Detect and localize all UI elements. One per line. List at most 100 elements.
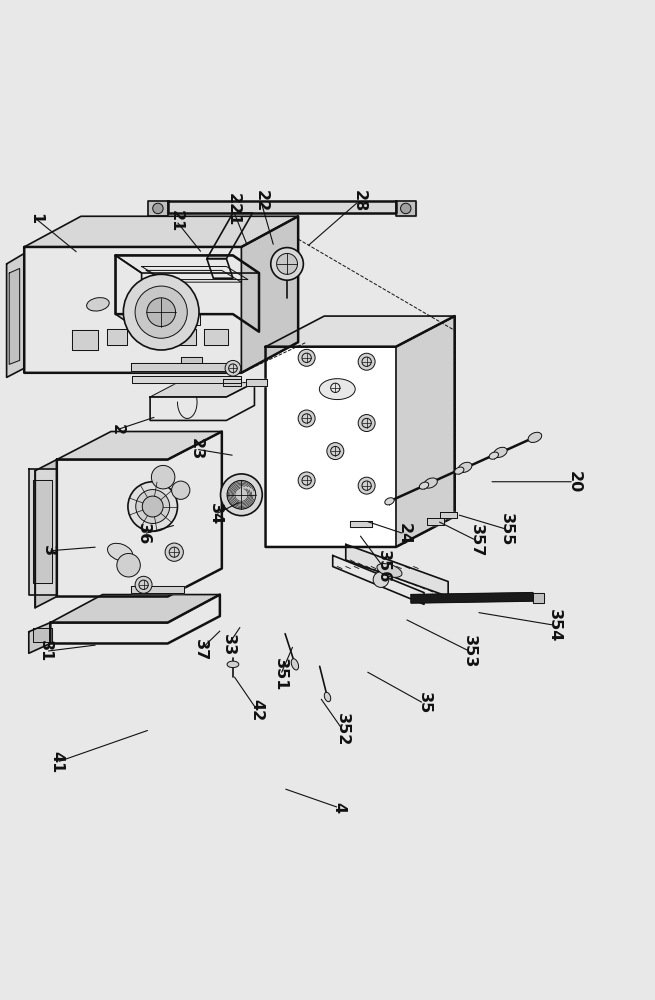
Text: 354: 354 [547, 609, 562, 642]
Circle shape [358, 477, 375, 494]
Ellipse shape [320, 379, 355, 400]
Circle shape [151, 465, 175, 489]
Circle shape [135, 576, 152, 593]
Polygon shape [181, 357, 202, 363]
Circle shape [142, 496, 163, 517]
Circle shape [327, 443, 344, 460]
Circle shape [373, 572, 389, 587]
Ellipse shape [455, 467, 464, 474]
Circle shape [358, 353, 375, 370]
Polygon shape [204, 329, 229, 345]
Ellipse shape [291, 659, 299, 670]
Circle shape [172, 481, 190, 499]
Circle shape [276, 253, 297, 274]
Polygon shape [396, 201, 415, 216]
Text: 21: 21 [169, 210, 183, 232]
Polygon shape [33, 628, 52, 642]
Polygon shape [50, 595, 220, 623]
Polygon shape [265, 316, 455, 547]
Polygon shape [265, 316, 455, 347]
Text: 357: 357 [469, 524, 483, 557]
Polygon shape [29, 469, 57, 595]
Polygon shape [533, 593, 544, 603]
Text: 352: 352 [335, 713, 350, 746]
Text: 1: 1 [28, 213, 43, 224]
Ellipse shape [458, 462, 472, 472]
Polygon shape [24, 216, 298, 247]
Polygon shape [411, 593, 533, 603]
Text: 37: 37 [193, 639, 208, 661]
Text: 3: 3 [41, 545, 56, 556]
Text: 353: 353 [462, 635, 477, 668]
Text: 28: 28 [351, 190, 366, 212]
Polygon shape [24, 216, 298, 373]
Polygon shape [168, 201, 396, 213]
Ellipse shape [227, 661, 239, 668]
Text: 24: 24 [397, 523, 412, 545]
Ellipse shape [528, 432, 542, 442]
Text: 42: 42 [250, 699, 265, 721]
Text: 33: 33 [221, 634, 236, 656]
Ellipse shape [324, 692, 331, 702]
Polygon shape [346, 544, 448, 597]
Text: 2: 2 [110, 424, 125, 435]
Circle shape [135, 286, 187, 338]
Polygon shape [150, 383, 254, 397]
Polygon shape [7, 253, 24, 377]
Circle shape [298, 472, 315, 489]
Circle shape [358, 415, 375, 432]
Ellipse shape [107, 543, 133, 561]
Text: 36: 36 [136, 523, 151, 545]
Circle shape [327, 379, 344, 396]
Polygon shape [57, 432, 222, 597]
Polygon shape [158, 324, 194, 332]
Circle shape [401, 203, 411, 214]
Polygon shape [223, 379, 242, 386]
Circle shape [225, 360, 241, 376]
Polygon shape [333, 555, 424, 604]
Ellipse shape [384, 498, 394, 505]
Polygon shape [141, 267, 248, 280]
Polygon shape [396, 316, 455, 547]
Text: 31: 31 [38, 640, 53, 662]
Circle shape [298, 410, 315, 427]
Ellipse shape [377, 564, 402, 577]
Polygon shape [426, 518, 443, 525]
Polygon shape [242, 216, 298, 373]
Polygon shape [72, 330, 98, 350]
Polygon shape [148, 201, 168, 216]
Polygon shape [115, 255, 259, 332]
Text: 356: 356 [375, 550, 390, 583]
Circle shape [123, 274, 199, 350]
Polygon shape [132, 376, 242, 383]
Polygon shape [29, 623, 50, 653]
Text: 20: 20 [567, 471, 582, 493]
Polygon shape [130, 586, 184, 593]
Circle shape [227, 480, 255, 509]
Text: 22: 22 [253, 190, 269, 212]
Polygon shape [35, 460, 57, 608]
Polygon shape [168, 329, 196, 345]
Circle shape [136, 490, 170, 523]
Polygon shape [115, 255, 259, 273]
Text: 221: 221 [225, 193, 240, 226]
Polygon shape [440, 512, 457, 518]
Polygon shape [174, 314, 200, 325]
Polygon shape [57, 432, 222, 460]
Circle shape [165, 543, 183, 561]
Ellipse shape [419, 482, 428, 489]
Text: 355: 355 [499, 513, 514, 546]
Text: 4: 4 [331, 802, 346, 813]
Ellipse shape [86, 298, 109, 311]
Circle shape [128, 482, 178, 531]
Ellipse shape [493, 447, 507, 457]
Text: 23: 23 [188, 438, 203, 460]
Text: 34: 34 [208, 503, 223, 525]
Polygon shape [207, 259, 233, 278]
Circle shape [271, 248, 303, 280]
Polygon shape [150, 383, 254, 420]
Polygon shape [246, 379, 267, 386]
Circle shape [147, 298, 176, 327]
Text: 41: 41 [49, 751, 64, 773]
Circle shape [221, 474, 262, 516]
